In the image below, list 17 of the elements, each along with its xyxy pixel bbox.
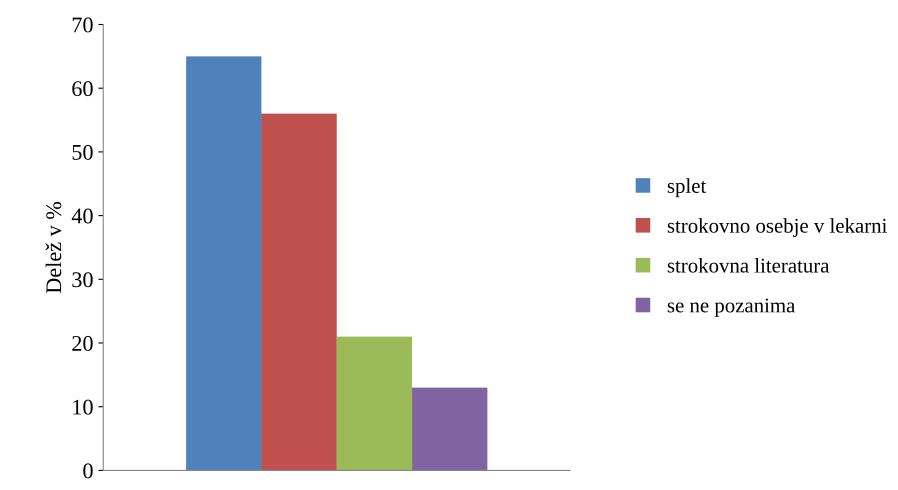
- bar: [336, 336, 412, 470]
- y-tick-label: 50: [72, 144, 93, 160]
- y-tick-label: 0: [83, 463, 93, 478]
- y-tick-label: 20: [72, 336, 93, 351]
- legend-label: se ne pozanima: [668, 298, 796, 317]
- legend-label: strokovna literatura: [668, 258, 830, 273]
- legend-label: strokovno osebje v lekarni: [668, 218, 887, 238]
- y-axis-title: Delež v %: [46, 202, 62, 294]
- y-tick-label: 70: [72, 17, 93, 32]
- bar: [261, 114, 337, 470]
- bar: [412, 388, 488, 470]
- y-tick-label: 10: [73, 400, 93, 415]
- y-tick-label: 30: [72, 272, 93, 288]
- bar: [186, 56, 262, 470]
- y-tick-label: 40: [72, 208, 93, 224]
- y-tick-label: 60: [72, 81, 93, 96]
- legend-label: splet: [668, 178, 706, 198]
